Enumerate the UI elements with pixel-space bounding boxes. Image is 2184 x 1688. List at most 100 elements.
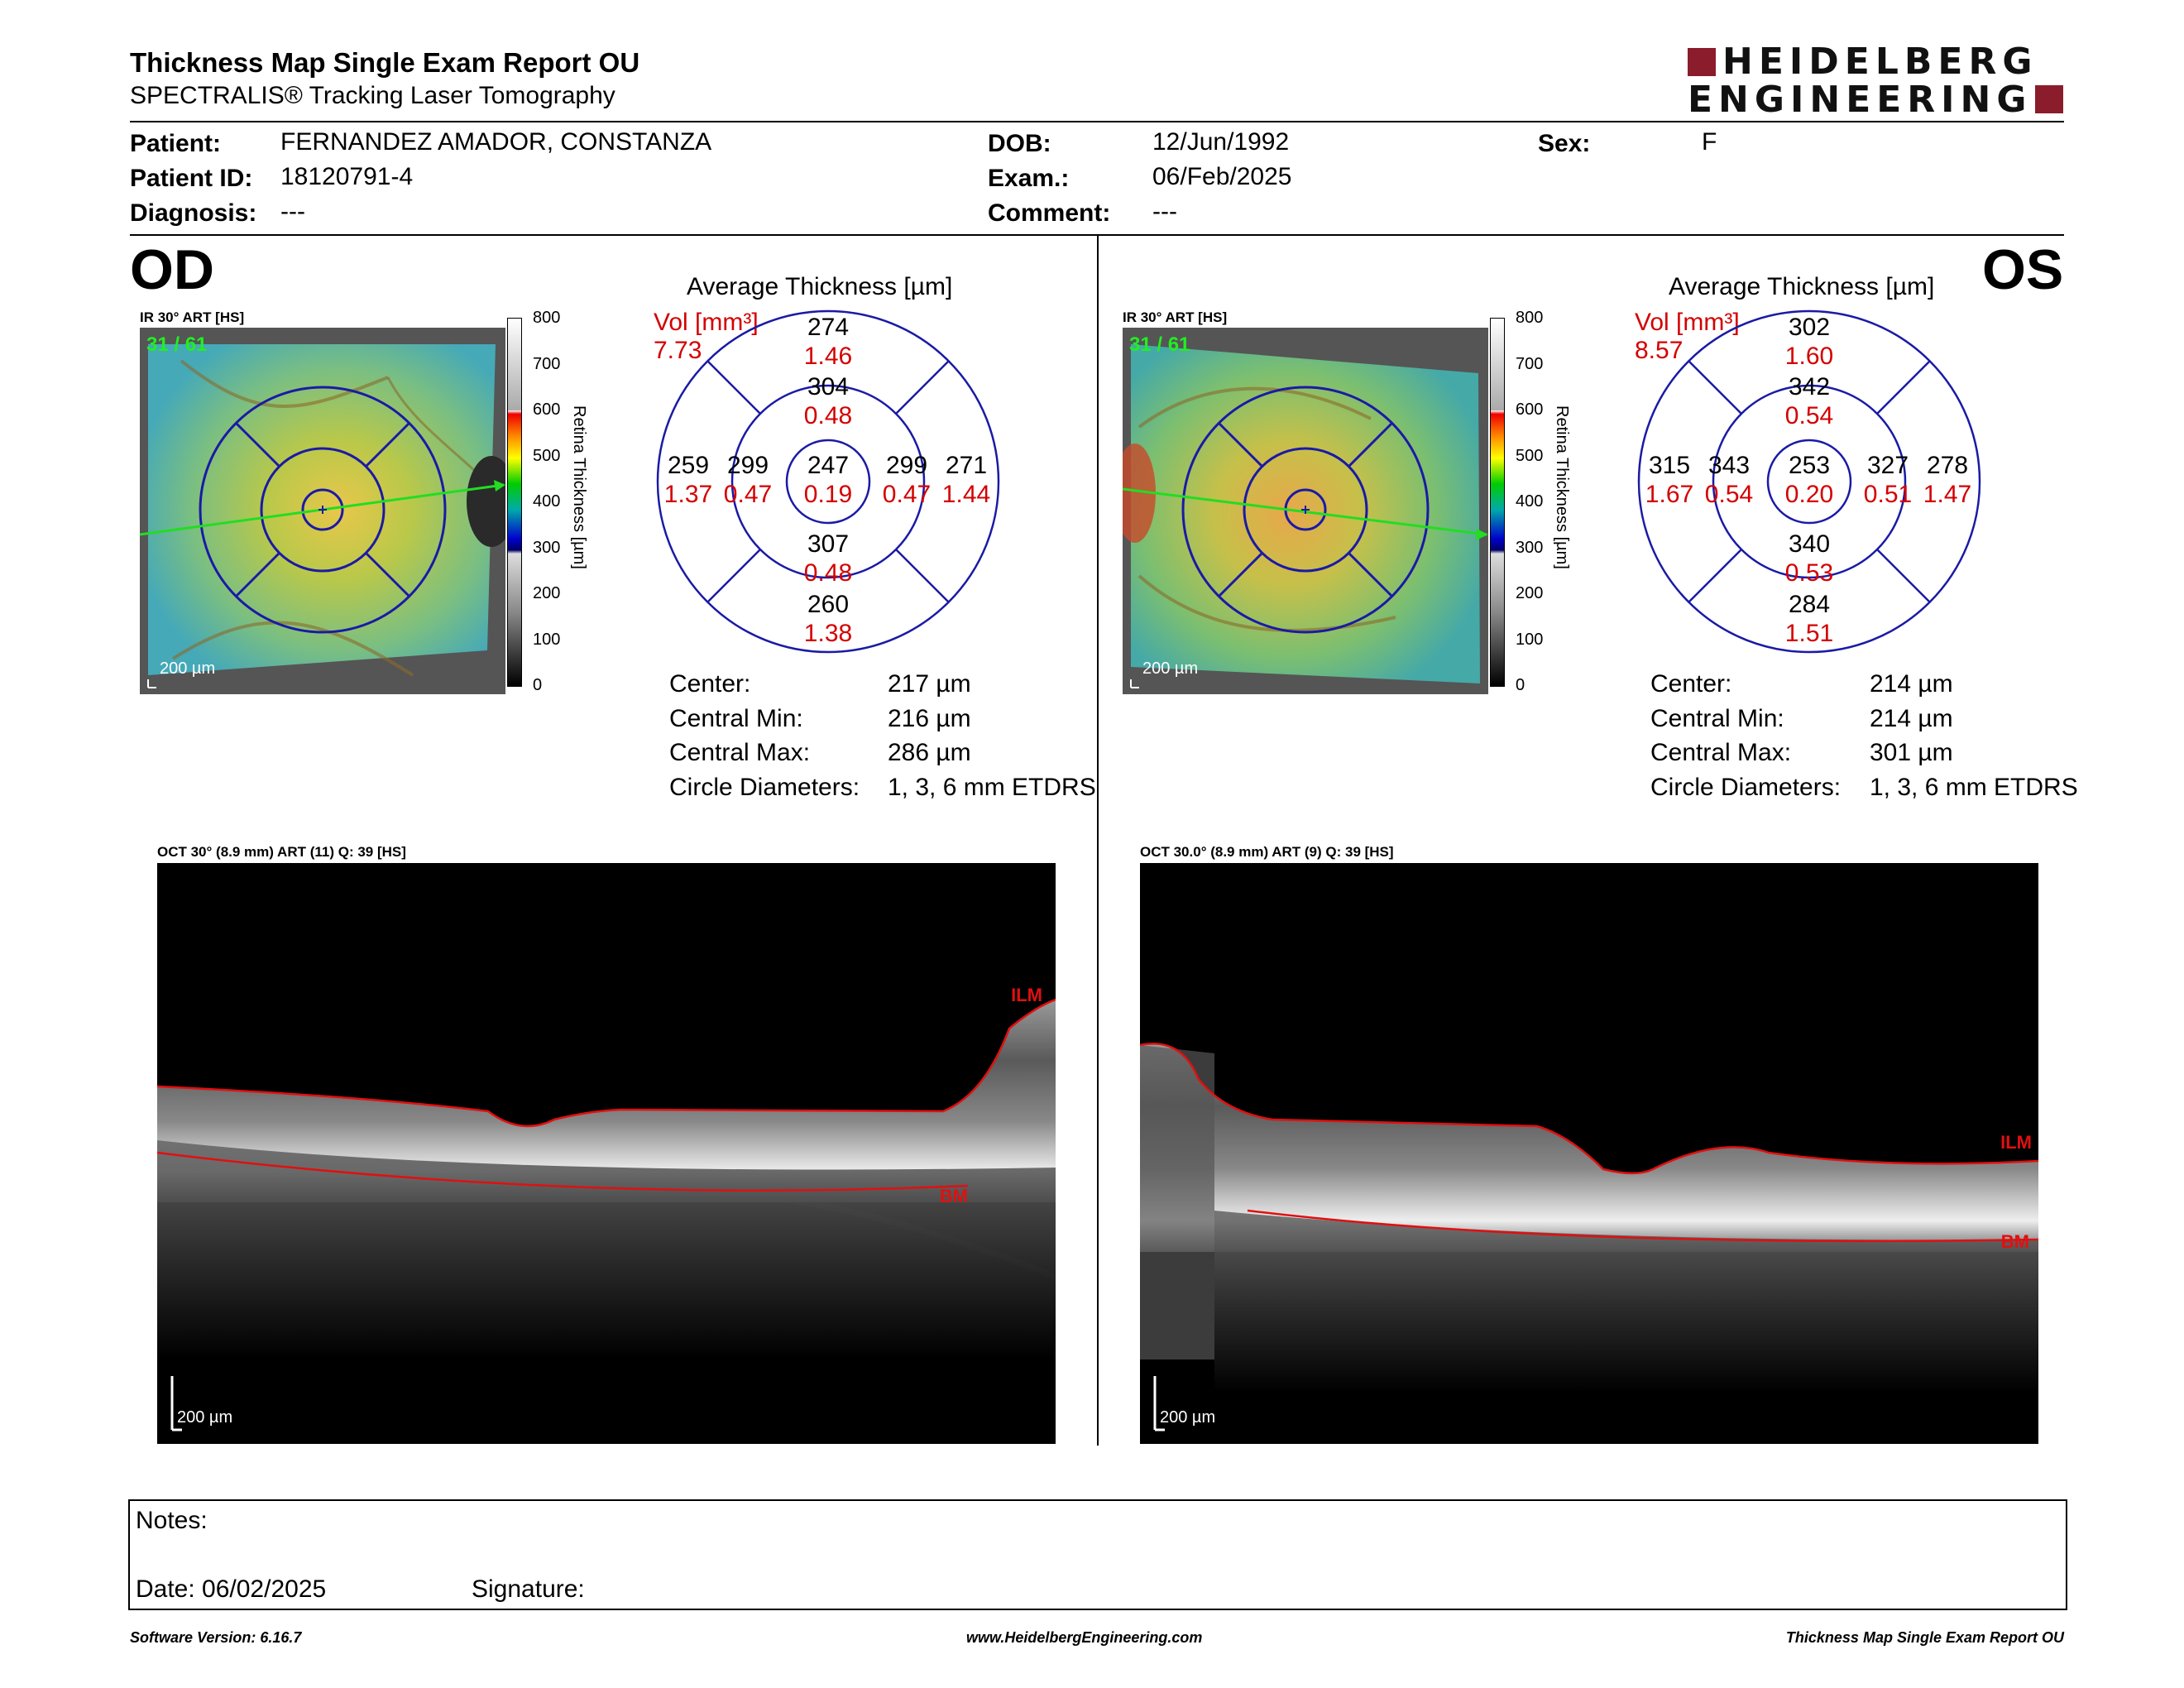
- os-cb-tick-500: 500: [1516, 447, 1544, 465]
- os-center-value: 214 µm: [1870, 670, 1953, 698]
- os-diam-value: 1, 3, 6 mm ETDRS: [1870, 774, 2078, 801]
- footer-url[interactable]: www.HeidelbergEngineering.com: [966, 1629, 1203, 1646]
- od-oct-label: OCT 30° (8.9 mm) ART (11) Q: 39 [HS]: [157, 844, 406, 860]
- os-outer-left-volume: 1.67: [1645, 481, 1693, 508]
- od-outer-bottom-thickness: 260: [807, 591, 849, 618]
- od-cb-tick-800: 800: [533, 309, 561, 327]
- os-cb-tick-700: 700: [1516, 355, 1544, 373]
- od-cb-tick-0: 0: [533, 676, 543, 694]
- od-outer-bottom-volume: 1.38: [804, 620, 852, 647]
- os-cb-tick-600: 600: [1516, 400, 1544, 419]
- od-inner-right-volume: 0.47: [883, 481, 931, 508]
- os-cb-tick-0: 0: [1516, 676, 1525, 694]
- od-center-thickness: 247: [807, 452, 849, 479]
- od-cb-tick-700: 700: [533, 355, 561, 373]
- od-outer-right-thickness: 271: [946, 452, 987, 479]
- od-inner-bottom-thickness: 307: [807, 530, 849, 558]
- os-oct-scale: 200 µm: [1160, 1408, 1215, 1427]
- od-cb-tick-600: 600: [533, 400, 561, 419]
- footer-report-name: Thickness Map Single Exam Report OU: [1785, 1629, 2064, 1646]
- signature-label: Signature:: [472, 1575, 585, 1603]
- os-inner-bottom-thickness: 340: [1789, 530, 1830, 558]
- od-ir-label: IR 30° ART [HS]: [140, 309, 245, 325]
- notes-date: Date: 06/02/2025: [136, 1575, 327, 1603]
- os-cb-tick-300: 300: [1516, 539, 1544, 557]
- os-etdrs-grid: 302 1.60 342 0.54 315 1.67 343 0.54 253 …: [1637, 309, 1981, 654]
- od-scan-arrow-icon: [494, 480, 505, 492]
- os-vol-label: Vol [mm³]: [1635, 309, 1740, 336]
- notes-box[interactable]: [128, 1499, 2067, 1610]
- os-colorbar-label: Retina Thickness [µm]: [1553, 405, 1571, 569]
- od-bm-line: [157, 1151, 969, 1192]
- os-ir-label: IR 30° ART [HS]: [1123, 309, 1228, 325]
- os-bm-label: BM: [2001, 1231, 2029, 1252]
- os-center-volume: 0.20: [1785, 481, 1833, 508]
- od-colorbar-label: Retina Thickness [µm]: [570, 405, 588, 569]
- os-eye-label: OS: [1982, 238, 2064, 301]
- os-inner-top-thickness: 342: [1789, 373, 1830, 400]
- os-frame-counter: 31 / 61: [1129, 333, 1190, 356]
- od-avg-title: Average Thickness [µm]: [687, 273, 953, 300]
- exam-value: 06/Feb/2025: [1152, 163, 1292, 190]
- dob-value: 12/Jun/1992: [1152, 128, 1290, 156]
- os-max-label: Central Max:: [1650, 739, 1792, 766]
- eye-divider: [1097, 236, 1099, 1446]
- os-fundus-scale: 200 µm: [1142, 659, 1198, 678]
- od-oct-scale: 200 µm: [177, 1408, 232, 1427]
- od-center-label: Center:: [669, 670, 751, 698]
- od-ilm-line: [157, 998, 1056, 1128]
- patient-divider: [130, 234, 2064, 236]
- patient-name: FERNANDEZ AMADOR, CONSTANZA: [280, 128, 712, 156]
- od-outer-top-volume: 1.46: [804, 343, 852, 370]
- os-inner-bottom-volume: 0.53: [1785, 559, 1833, 587]
- os-inner-right-thickness: 327: [1867, 452, 1909, 479]
- os-vol-total: 8.57: [1635, 337, 1684, 364]
- od-min-value: 216 µm: [888, 705, 971, 732]
- os-cb-tick-100: 100: [1516, 631, 1544, 649]
- od-outer-left-volume: 1.37: [664, 481, 712, 508]
- od-max-value: 286 µm: [888, 739, 971, 766]
- os-center-thickness: 253: [1789, 452, 1830, 479]
- od-inner-left-volume: 0.47: [724, 481, 772, 508]
- os-inner-right-volume: 0.51: [1864, 481, 1912, 508]
- od-vol-total: 7.73: [654, 337, 702, 364]
- od-cb-tick-400: 400: [533, 492, 561, 511]
- od-diam-label: Circle Diameters:: [669, 774, 860, 801]
- os-outer-top-volume: 1.60: [1785, 343, 1833, 370]
- os-outer-bottom-thickness: 284: [1789, 591, 1830, 618]
- od-diam-value: 1, 3, 6 mm ETDRS: [888, 774, 1096, 801]
- os-inner-left-thickness: 343: [1708, 452, 1750, 479]
- dob-label: DOB:: [988, 130, 1051, 157]
- od-oct-scan: ILM BM 200 µm: [157, 863, 1056, 1444]
- patient-id-label: Patient ID:: [130, 165, 253, 192]
- od-inner-top-thickness: 304: [807, 373, 849, 400]
- od-eye-label: OD: [130, 238, 214, 301]
- od-vol-label: Vol [mm³]: [654, 309, 759, 336]
- os-outer-right-volume: 1.47: [1923, 481, 1971, 508]
- os-fundus-image: 200 µm 31 / 61: [1123, 328, 1488, 694]
- od-retina-layer: [157, 1000, 1056, 1202]
- diagnosis-value: ---: [280, 198, 305, 225]
- os-colorbar-gradient: [1490, 318, 1505, 687]
- diagnosis-label: Diagnosis:: [130, 199, 257, 227]
- od-ilm-label: ILM: [1011, 985, 1042, 1005]
- logo-block-bottom: [2035, 85, 2063, 113]
- od-bm-label: BM: [940, 1186, 968, 1206]
- od-inner-top-volume: 0.48: [804, 402, 852, 429]
- od-outer-right-volume: 1.44: [942, 481, 990, 508]
- os-ilm-label: ILM: [2000, 1132, 2032, 1153]
- os-oct-label: OCT 30.0° (8.9 mm) ART (9) Q: 39 [HS]: [1140, 844, 1394, 860]
- logo-block-top: [1688, 48, 1716, 76]
- os-bm-line: [1247, 1209, 2038, 1243]
- report-title: Thickness Map Single Exam Report OU: [130, 47, 640, 78]
- od-cb-tick-500: 500: [533, 447, 561, 465]
- od-outer-left-thickness: 259: [668, 452, 709, 479]
- footer-software-version: Software Version: 6.16.7: [130, 1629, 302, 1646]
- os-inner-top-volume: 0.54: [1785, 402, 1833, 429]
- od-center-volume: 0.19: [804, 481, 852, 508]
- os-min-value: 214 µm: [1870, 705, 1953, 732]
- od-center-value: 217 µm: [888, 670, 971, 698]
- os-scan-arrow-icon: [1476, 529, 1488, 540]
- os-ilm-line: [1140, 1043, 2038, 1175]
- od-inner-left-thickness: 299: [727, 452, 769, 479]
